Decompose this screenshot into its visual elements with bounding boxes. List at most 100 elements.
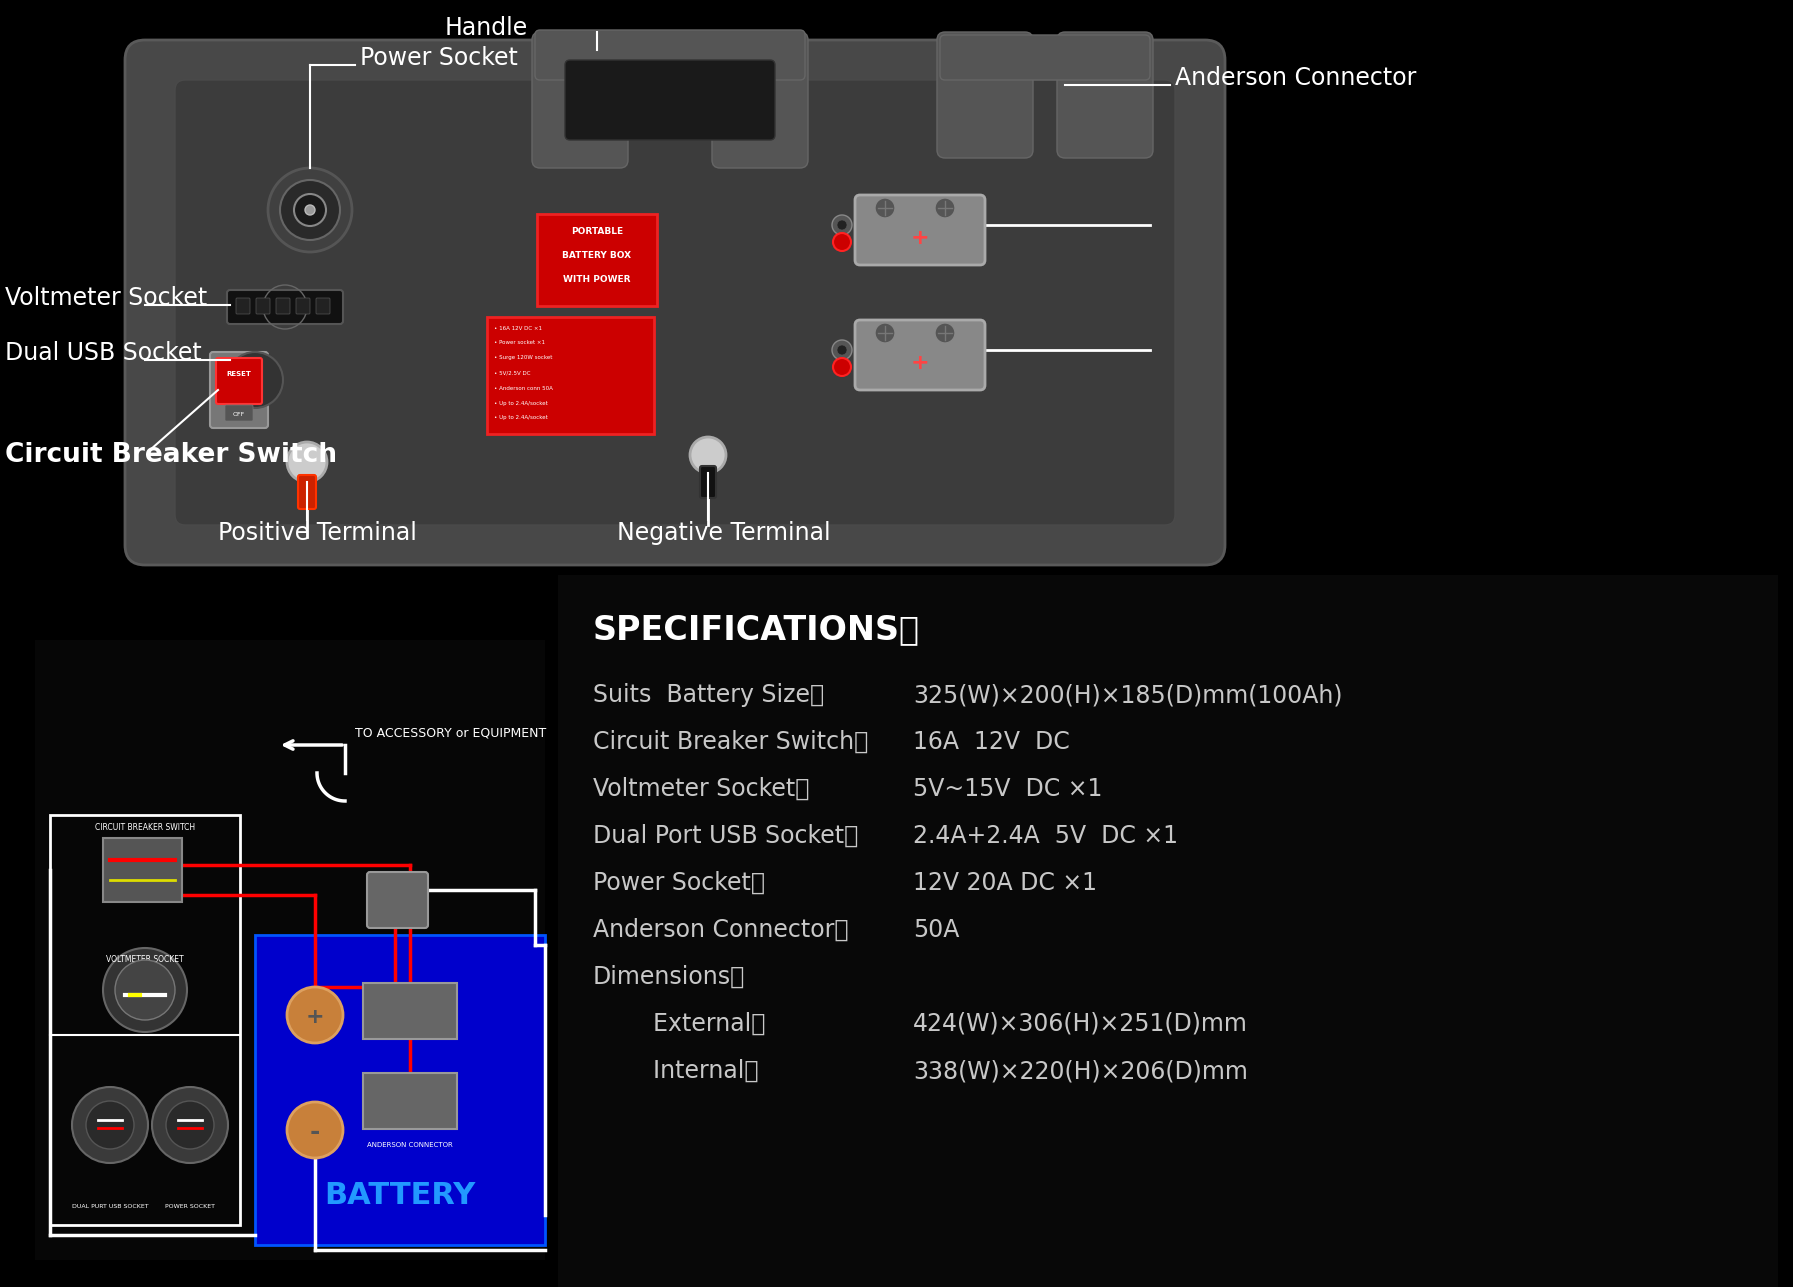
Text: +: + [305,1006,325,1027]
Text: • 5V/2.5V DC: • 5V/2.5V DC [495,371,531,376]
FancyBboxPatch shape [855,196,984,265]
Circle shape [280,180,341,239]
Text: • Anderson conn 50A: • Anderson conn 50A [495,386,552,390]
Text: Suits  Battery Size：: Suits Battery Size： [593,683,825,707]
FancyBboxPatch shape [255,934,545,1245]
FancyBboxPatch shape [938,32,1033,158]
FancyBboxPatch shape [316,299,330,314]
Text: Positive Terminal: Positive Terminal [219,521,418,544]
FancyBboxPatch shape [228,290,342,324]
FancyBboxPatch shape [256,299,271,314]
Text: • Power socket ×1: • Power socket ×1 [495,341,545,345]
FancyBboxPatch shape [36,640,545,1260]
Text: +: + [911,353,929,373]
FancyBboxPatch shape [940,35,1149,80]
Text: 5V~15V  DC ×1: 5V~15V DC ×1 [913,777,1103,801]
Text: Internal：: Internal： [593,1059,758,1082]
Text: • 16A 12V DC ×1: • 16A 12V DC ×1 [495,326,541,331]
Circle shape [832,340,852,360]
Text: RESET: RESET [226,371,251,377]
Text: Circuit Breaker Switch: Circuit Breaker Switch [5,441,337,468]
Circle shape [86,1100,134,1149]
Text: VOLTMETER SOCKET: VOLTMETER SOCKET [106,955,185,964]
FancyBboxPatch shape [712,32,809,169]
Text: CIRCUIT BREAKER SWITCH: CIRCUIT BREAKER SWITCH [95,822,195,831]
Text: POWER SOCKET: POWER SOCKET [165,1205,215,1210]
Circle shape [102,949,186,1032]
Text: Anderson Connector：: Anderson Connector： [593,918,848,942]
Text: Power Socket：: Power Socket： [593,871,766,894]
Text: • Up to 2.4A/socket: • Up to 2.4A/socket [495,400,547,405]
Text: • Surge 120W socket: • Surge 120W socket [495,355,552,360]
Text: 338(W)×220(H)×206(D)mm: 338(W)×220(H)×206(D)mm [913,1059,1248,1082]
FancyBboxPatch shape [1058,32,1153,158]
Text: 12V 20A DC ×1: 12V 20A DC ×1 [913,871,1097,894]
Text: SPECIFICATIONS：: SPECIFICATIONS： [593,614,920,646]
Text: Anderson Connector: Anderson Connector [1174,66,1416,90]
Text: -: - [310,1120,321,1144]
FancyBboxPatch shape [699,466,715,498]
Text: • Up to 2.4A/socket: • Up to 2.4A/socket [495,416,547,421]
Circle shape [690,438,726,474]
Circle shape [287,1102,342,1158]
Circle shape [834,233,852,251]
Text: ANDERSON CONNECTOR: ANDERSON CONNECTOR [368,1142,454,1148]
Circle shape [834,358,852,376]
Circle shape [115,960,176,1021]
FancyBboxPatch shape [237,299,249,314]
FancyBboxPatch shape [488,317,654,434]
Text: Circuit Breaker Switch：: Circuit Breaker Switch： [593,730,868,754]
Text: WITH POWER: WITH POWER [563,274,631,283]
Circle shape [305,205,316,215]
Text: Dimensions：: Dimensions： [593,965,746,988]
Text: Handle: Handle [445,15,529,40]
Text: BATTERY BOX: BATTERY BOX [563,251,631,260]
Text: 50A: 50A [913,918,959,942]
Text: BATTERY: BATTERY [325,1180,475,1210]
Text: External：: External： [593,1012,766,1036]
Text: Voltmeter Socket: Voltmeter Socket [5,286,208,310]
Text: 325(W)×200(H)×185(D)mm(100Ah): 325(W)×200(H)×185(D)mm(100Ah) [913,683,1343,707]
Circle shape [934,323,956,344]
FancyBboxPatch shape [534,30,805,80]
FancyBboxPatch shape [536,214,656,306]
Circle shape [287,987,342,1042]
Circle shape [287,441,326,483]
Circle shape [832,215,852,236]
Circle shape [875,198,895,218]
Circle shape [228,353,283,408]
Text: TO ACCESSORY or EQUIPMENT: TO ACCESSORY or EQUIPMENT [355,726,547,740]
Text: Dual USB Socket: Dual USB Socket [5,341,203,366]
Circle shape [167,1100,213,1149]
FancyBboxPatch shape [176,80,1174,525]
Text: +: + [911,228,929,248]
FancyBboxPatch shape [558,575,1779,1287]
FancyBboxPatch shape [126,40,1225,565]
Circle shape [294,194,326,227]
FancyBboxPatch shape [362,983,457,1039]
Text: Power Socket: Power Socket [360,46,518,69]
Circle shape [934,198,956,218]
FancyBboxPatch shape [368,873,429,928]
FancyBboxPatch shape [210,353,267,429]
Text: Dual Port USB Socket：: Dual Port USB Socket： [593,824,859,848]
Circle shape [837,345,846,355]
Text: 16A  12V  DC: 16A 12V DC [913,730,1070,754]
FancyBboxPatch shape [298,475,316,508]
Circle shape [152,1088,228,1163]
FancyBboxPatch shape [296,299,310,314]
Text: Voltmeter Socket：: Voltmeter Socket： [593,777,809,801]
FancyBboxPatch shape [215,358,262,404]
Text: Negative Terminal: Negative Terminal [617,521,830,544]
FancyBboxPatch shape [362,1073,457,1129]
FancyBboxPatch shape [533,32,628,169]
Circle shape [267,169,351,252]
FancyBboxPatch shape [50,815,240,1225]
Text: 2.4A+2.4A  5V  DC ×1: 2.4A+2.4A 5V DC ×1 [913,824,1178,848]
FancyBboxPatch shape [276,299,290,314]
FancyBboxPatch shape [224,405,253,421]
FancyBboxPatch shape [102,838,183,902]
FancyBboxPatch shape [565,60,775,140]
Text: DUAL PURT USB SOCKET: DUAL PURT USB SOCKET [72,1205,149,1210]
FancyBboxPatch shape [855,320,984,390]
